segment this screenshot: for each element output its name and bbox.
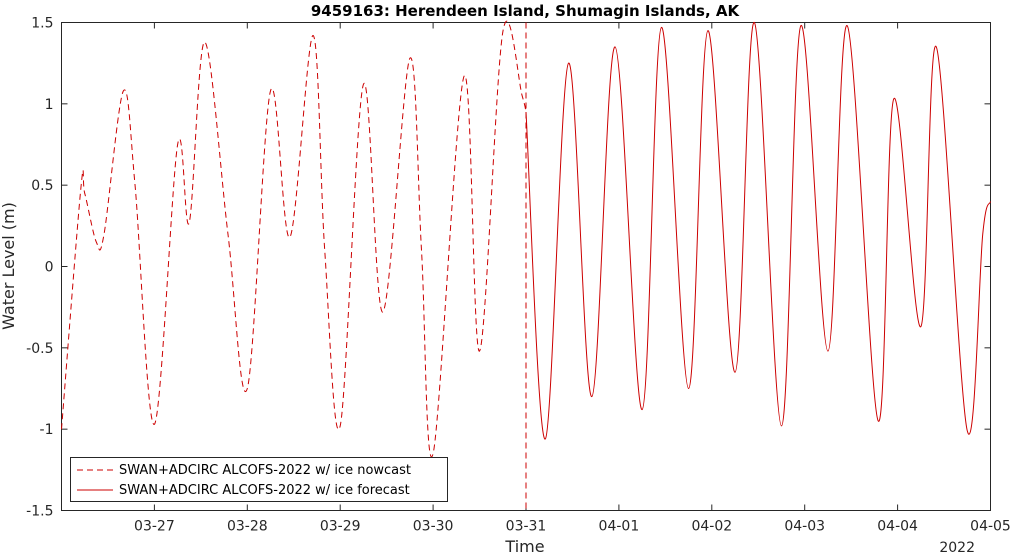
x-tick-label: 03-31 (506, 519, 547, 535)
x-tick-label: 03-27 (134, 519, 175, 535)
chart-title: 9459163: Herendeen Island, Shumagin Isla… (311, 2, 741, 20)
legend-nowcast-label: SWAN+ADCIRC ALCOFS-2022 w/ ice nowcast (119, 463, 411, 478)
series-nowcast-line (61, 20, 527, 458)
x-tick-label: 04-01 (599, 519, 640, 535)
x-tick-label: 03-30 (413, 519, 454, 535)
x-tick-label: 04-03 (784, 519, 825, 535)
legend-box (70, 457, 448, 502)
y-tick-label: 0.5 (31, 178, 53, 194)
x-axis: 03-27 03-28 03-29 03-30 03-31 04-01 04-02 04-03… (134, 22, 1011, 535)
y-tick-label: 1.5 (31, 16, 53, 32)
y-tick-label: -0.5 (26, 341, 53, 357)
y-tick-label: -1.5 (26, 504, 53, 520)
y-axis-label: Water Level (m) (0, 202, 18, 330)
y-axis: -1.5 -1 -0.5 0 0.5 1 1.5 (26, 16, 991, 520)
x-axis-label: Time (504, 537, 544, 555)
x-tick-label: 04-04 (877, 519, 918, 535)
x-tick-label: 04-05 (970, 519, 1011, 535)
x-axis-year-label: 2022 (939, 540, 975, 555)
legend-forecast-label: SWAN+ADCIRC ALCOFS-2022 w/ ice forecast (119, 483, 410, 498)
y-tick-label: 0 (45, 260, 54, 276)
y-tick-label: -1 (40, 422, 54, 438)
x-tick-label: 03-28 (227, 519, 268, 535)
y-tick-label: 1 (45, 97, 54, 113)
x-tick-label: 03-29 (320, 519, 361, 535)
series-forecast-line (525, 21, 991, 440)
x-tick-label: 04-02 (691, 519, 732, 535)
legend: SWAN+ADCIRC ALCOFS-2022 w/ ice nowcast S… (70, 457, 448, 502)
